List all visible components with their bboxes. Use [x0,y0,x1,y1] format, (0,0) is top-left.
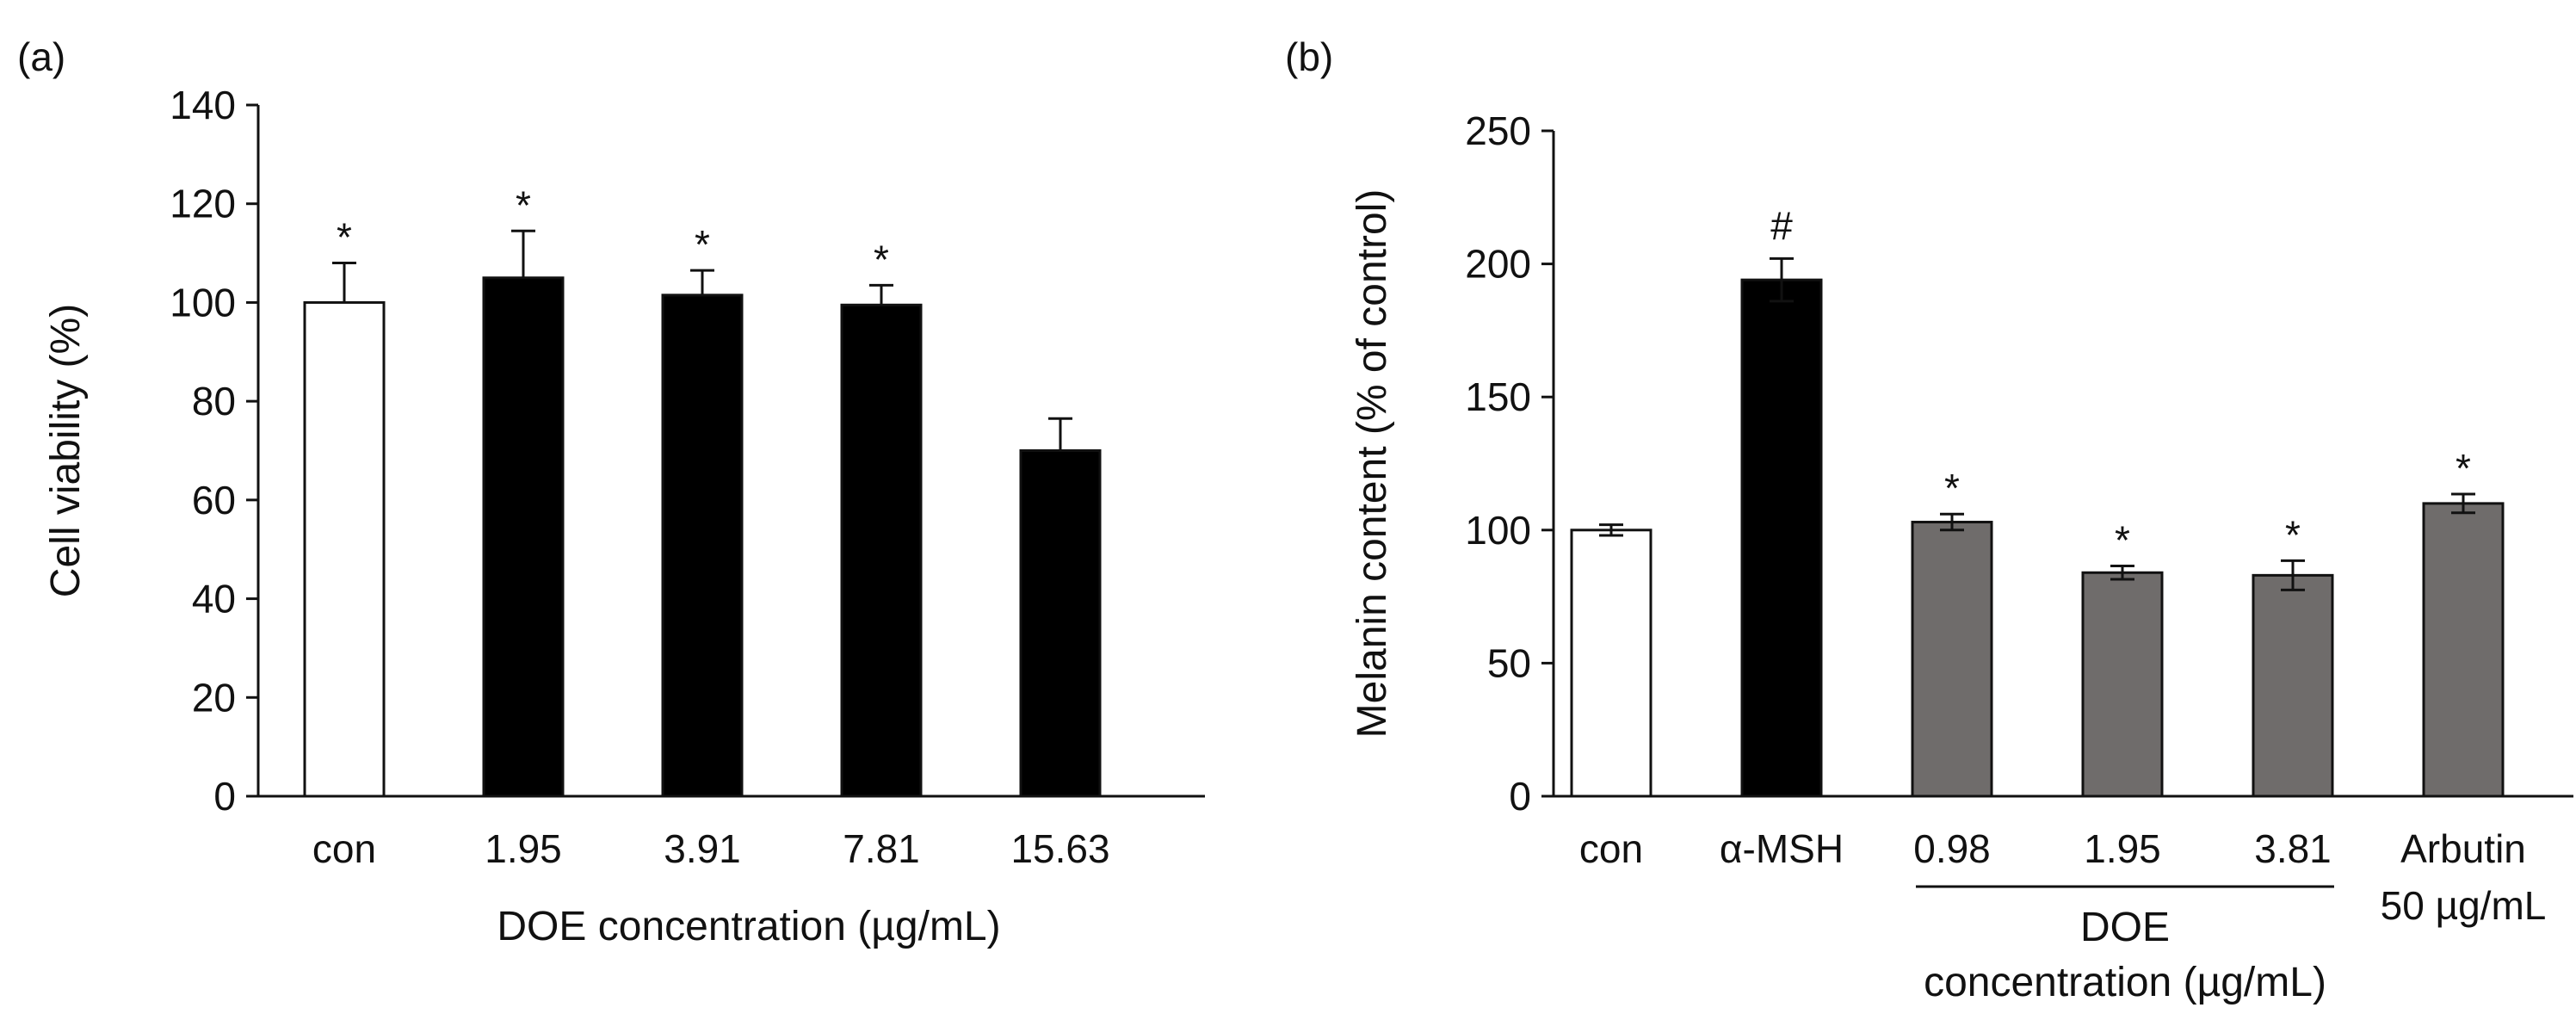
y-tick-label: 200 [1465,242,1531,287]
category-label: α-MSH [1720,826,1844,871]
bar [1570,529,1652,798]
panel-label: (a) [17,34,65,79]
panel-label: (b) [1285,34,1333,79]
significance-hash: # [1770,203,1793,248]
y-tick-label: 120 [170,182,236,226]
category-label: 15.63 [1010,826,1109,871]
y-tick-label: 20 [192,675,236,720]
y-tick-label: 140 [170,83,236,127]
y-tick-label: 0 [213,774,236,819]
x-axis-title: DOE concentration (µg/mL) [497,904,1000,949]
y-tick-label: 100 [1465,508,1531,553]
bar [2081,571,2164,798]
significance-star: * [516,182,531,227]
y-tick-label: 150 [1465,374,1531,419]
bar [2252,573,2334,798]
y-axis-title: Cell viability (%) [43,304,89,597]
y-tick-label: 40 [192,577,236,621]
category-label: Arbutin [2400,826,2526,871]
y-tick-label: 50 [1487,640,1531,685]
bar [1740,278,1823,798]
y-tick-label: 250 [1465,108,1531,153]
category-label: 1.95 [485,826,562,871]
y-tick-label: 0 [1509,774,1531,819]
chart-b: (b) 0 50 100 150 200 250 Melanin content (% of … [1285,34,2573,1005]
category-label: con [1579,826,1643,871]
group-label-line: DOE [2080,905,2170,950]
bar [303,300,386,798]
y-axis-title: Melanin content (% of control) [1350,189,1395,739]
category-label: 3.91 [664,826,741,871]
bar [2422,502,2505,798]
y-tick-label: 60 [192,478,236,522]
bar [1911,521,1993,798]
y-tick-label: 80 [192,379,236,423]
chart-a: (a) 0 20 40 60 80 100 120 140 Cell viability (%) *… [17,34,1205,949]
bar [840,303,923,798]
group-label-line: concentration (µg/mL) [1924,960,2326,1005]
significance-star: * [2456,446,2471,491]
significance-star: * [695,222,710,267]
category-label: 0.98 [1913,826,1991,871]
category-label: 3.81 [2254,826,2332,871]
category-sublabel: 50 µg/mL [2381,883,2547,928]
bar [1019,449,1102,798]
significance-star: * [2115,518,2130,563]
significance-star: * [337,215,352,260]
significance-star: * [874,237,889,281]
category-label: con [312,826,376,871]
category-label: 1.95 [2084,826,2161,871]
bar [661,294,744,798]
significance-star: * [1944,466,1960,510]
bar [482,276,565,798]
significance-star: * [2285,512,2301,557]
category-label: 7.81 [843,826,920,871]
y-tick-label: 100 [170,280,236,325]
